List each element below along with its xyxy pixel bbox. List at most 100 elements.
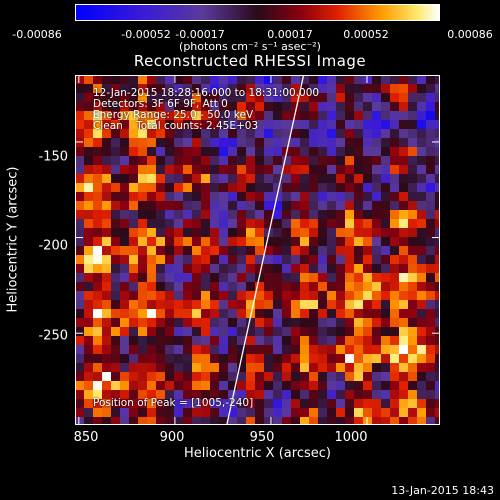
heatmap-cell xyxy=(318,327,327,336)
heatmap-cell xyxy=(354,408,363,417)
heatmap-cell xyxy=(93,120,102,129)
heatmap-cell xyxy=(192,174,201,183)
heatmap-cell xyxy=(255,120,264,129)
heatmap-cell xyxy=(102,75,111,84)
heatmap-cell xyxy=(327,354,336,363)
heatmap-cell xyxy=(309,363,318,372)
heatmap-cell xyxy=(264,318,273,327)
heatmap-cell xyxy=(246,156,255,165)
heatmap-cell xyxy=(426,372,435,381)
heatmap-cell xyxy=(237,363,246,372)
heatmap-cell xyxy=(183,210,192,219)
heatmap-cell xyxy=(210,75,219,84)
heatmap-cell xyxy=(354,345,363,354)
heatmap-cell xyxy=(345,336,354,345)
heatmap-cell xyxy=(174,345,183,354)
heatmap-cell xyxy=(84,219,93,228)
heatmap-cell xyxy=(219,282,228,291)
heatmap-cell xyxy=(426,93,435,102)
heatmap-cell xyxy=(273,363,282,372)
heatmap-cell xyxy=(336,138,345,147)
heatmap-cell xyxy=(255,156,264,165)
heatmap-cell xyxy=(309,291,318,300)
heatmap-cell xyxy=(129,363,138,372)
heatmap-cell xyxy=(120,408,129,417)
colorbar-tick: 0.00086 xyxy=(447,28,493,41)
heatmap-cell xyxy=(219,327,228,336)
heatmap-cell xyxy=(219,372,228,381)
heatmap-cell xyxy=(246,300,255,309)
heatmap-cell xyxy=(237,165,246,174)
heatmap-cell xyxy=(354,120,363,129)
heatmap-cell xyxy=(174,219,183,228)
heatmap-cell xyxy=(111,417,120,425)
heatmap-cell xyxy=(93,417,102,425)
heatmap-cell xyxy=(273,345,282,354)
heatmap-cell xyxy=(390,327,399,336)
heatmap-cell xyxy=(417,363,426,372)
heatmap-cell xyxy=(318,228,327,237)
heatmap-cell xyxy=(237,174,246,183)
heatmap-cell xyxy=(138,273,147,282)
heatmap-cell xyxy=(363,300,372,309)
heatmap-cell xyxy=(336,201,345,210)
heatmap-cell xyxy=(282,291,291,300)
heatmap-cell xyxy=(291,120,300,129)
heatmap-cell xyxy=(435,336,440,345)
heatmap-cell xyxy=(165,300,174,309)
heatmap-cell xyxy=(264,237,273,246)
heatmap-cell xyxy=(435,129,440,138)
heatmap-cell xyxy=(399,102,408,111)
heatmap-cell xyxy=(273,111,282,120)
heatmap-cell xyxy=(318,291,327,300)
heatmap-cell xyxy=(390,246,399,255)
heatmap-cell xyxy=(372,228,381,237)
heatmap-cell xyxy=(129,273,138,282)
heatmap-cell xyxy=(417,255,426,264)
heatmap-cell xyxy=(129,75,138,84)
heatmap-cell xyxy=(246,84,255,93)
heatmap-cell xyxy=(264,129,273,138)
heatmap-cell xyxy=(408,291,417,300)
heatmap-cell xyxy=(309,345,318,354)
heatmap-cell xyxy=(300,255,309,264)
heatmap-cell xyxy=(147,264,156,273)
heatmap-cell xyxy=(183,390,192,399)
heatmap-cell xyxy=(84,408,93,417)
heatmap-cell xyxy=(282,183,291,192)
heatmap-cell xyxy=(93,75,102,84)
heatmap-cell xyxy=(327,264,336,273)
heatmap-cell xyxy=(129,156,138,165)
heatmap-cell xyxy=(138,264,147,273)
heatmap-cell xyxy=(435,318,440,327)
heatmap-cell xyxy=(84,291,93,300)
heatmap-cell xyxy=(300,165,309,174)
colorbar-tick: 0.00052 xyxy=(343,28,389,41)
heatmap-cell xyxy=(327,390,336,399)
heatmap-cell xyxy=(165,264,174,273)
heatmap-cell xyxy=(273,381,282,390)
heatmap-cell xyxy=(363,390,372,399)
heatmap-cell xyxy=(93,255,102,264)
heatmap-cell xyxy=(417,147,426,156)
heatmap-cell xyxy=(165,372,174,381)
heatmap-cell xyxy=(228,138,237,147)
heatmap-cell xyxy=(129,291,138,300)
heatmap-cell xyxy=(309,264,318,273)
heatmap-cell xyxy=(381,237,390,246)
heatmap-cell xyxy=(84,336,93,345)
heatmap-cell xyxy=(264,345,273,354)
heatmap-cell xyxy=(147,174,156,183)
heatmap-cell xyxy=(354,75,363,84)
heatmap-cell xyxy=(111,165,120,174)
heatmap-cell xyxy=(336,336,345,345)
heatmap-cell xyxy=(156,390,165,399)
heatmap-cell xyxy=(381,246,390,255)
heatmap-cell xyxy=(291,372,300,381)
heatmap-cell xyxy=(273,147,282,156)
heatmap-cell xyxy=(381,138,390,147)
heatmap-cell xyxy=(246,327,255,336)
heatmap-cell xyxy=(408,399,417,408)
heatmap-cell xyxy=(426,84,435,93)
heatmap-cell xyxy=(120,354,129,363)
